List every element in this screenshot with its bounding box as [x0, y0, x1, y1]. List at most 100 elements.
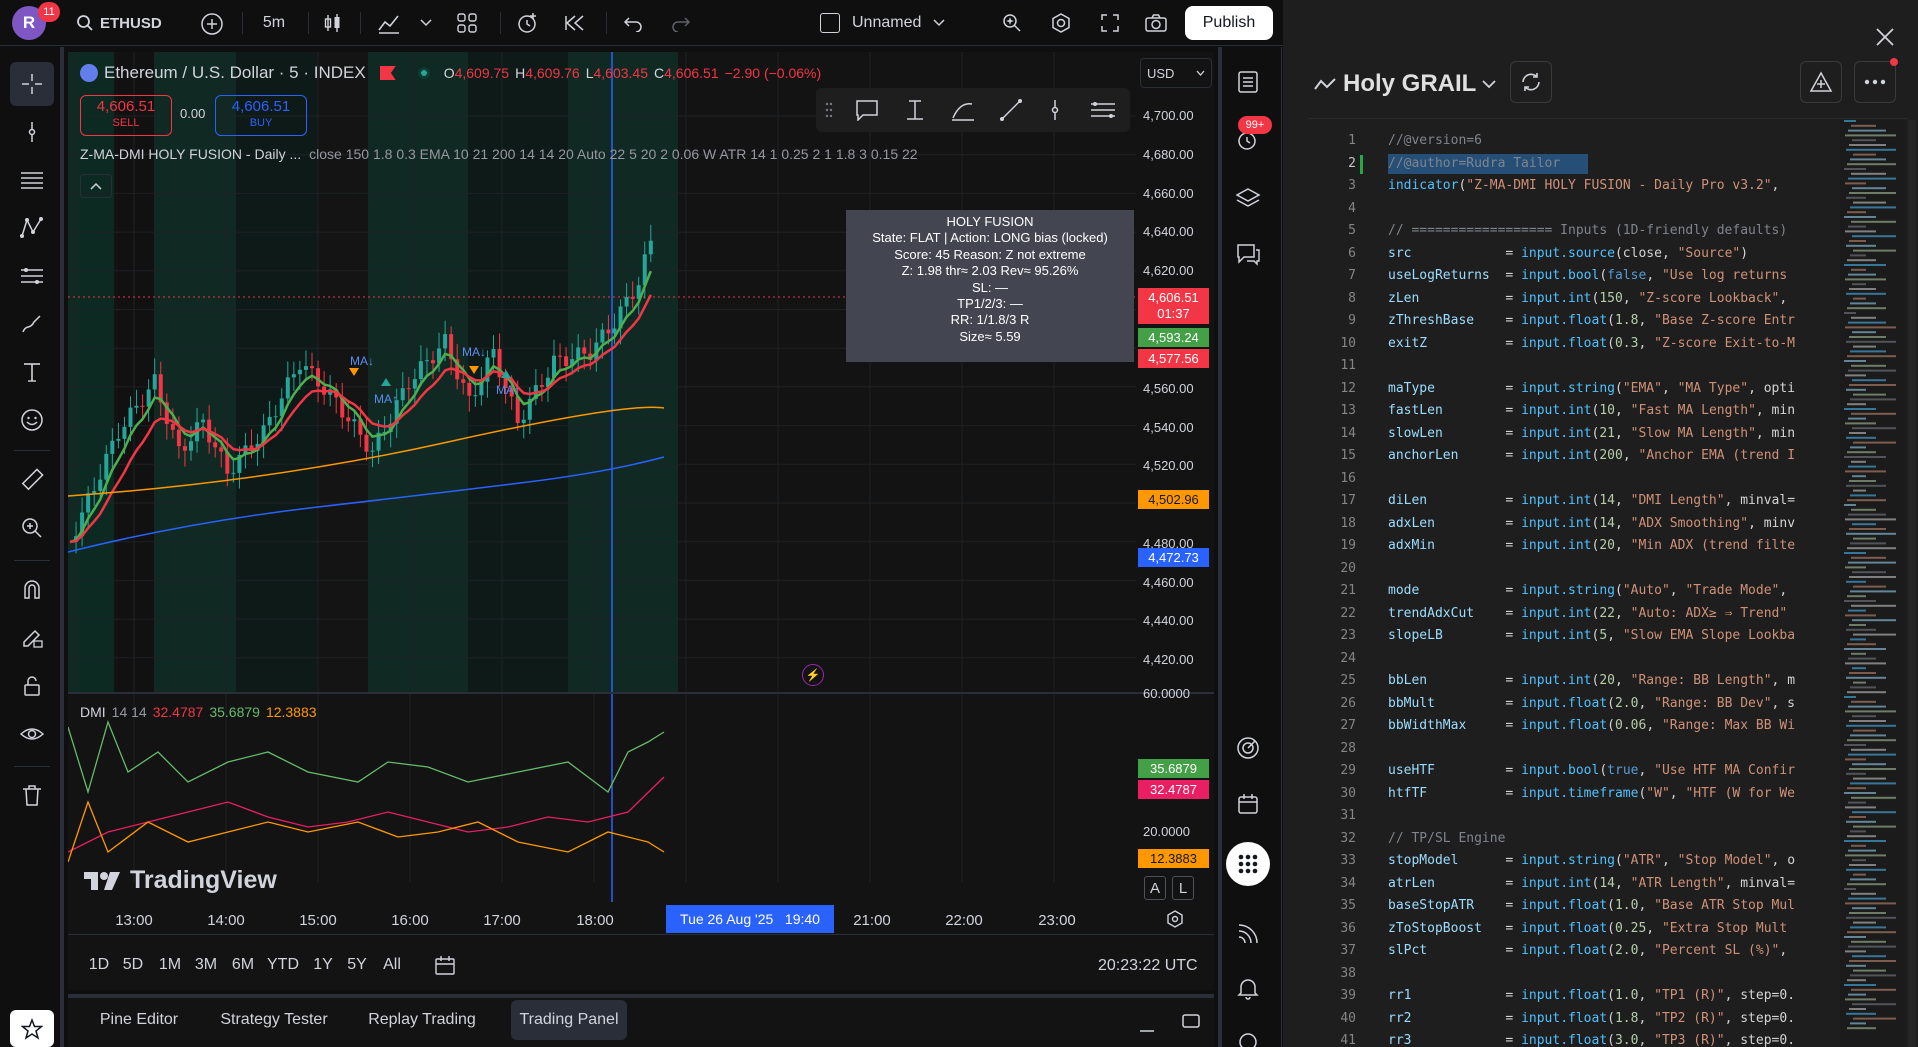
quick-search-icon[interactable]	[997, 8, 1027, 38]
indicator-legend[interactable]: Z-MA-DMI HOLY FUSION - Daily ... close 1…	[80, 146, 1060, 166]
code-line[interactable]: htfTF = input.timeframe("W", "HTF (W for…	[1388, 785, 1796, 801]
code-line[interactable]: atrLen = input.int(14, "ATR Length", min…	[1388, 875, 1796, 891]
replay-icon[interactable]	[560, 8, 590, 38]
products-grid-icon[interactable]	[1226, 842, 1270, 886]
magnet-icon[interactable]	[10, 568, 54, 612]
zoom-in-icon[interactable]	[10, 506, 54, 550]
range-button-1m[interactable]: 1M	[158, 956, 182, 973]
code-line[interactable]	[1388, 558, 1848, 581]
code-line[interactable]: zToStopBoost = input.float(0.25, "Extra …	[1388, 920, 1788, 936]
horizontal-lines-tool-icon[interactable]	[10, 158, 54, 202]
drag-handle-icon[interactable]	[822, 98, 836, 122]
code-line[interactable]	[1388, 198, 1848, 221]
lightning-event-icon[interactable]: ⚡	[802, 664, 824, 686]
range-button-5y[interactable]: 5Y	[347, 956, 367, 973]
signal-broadcast-icon[interactable]	[1226, 912, 1270, 956]
code-line[interactable]: indicator("Z-MA-DMI HOLY FUSION - Daily …	[1388, 178, 1780, 193]
crosshair-tool-icon[interactable]	[10, 62, 54, 106]
bottom-tab-replay-trading[interactable]: Replay Trading	[368, 1011, 476, 1028]
templates-grid-icon[interactable]	[452, 8, 482, 38]
trash-icon[interactable]	[10, 774, 54, 818]
code-minimap[interactable]	[1840, 120, 1906, 1047]
chevron-down-icon[interactable]	[418, 14, 434, 32]
utc-clock[interactable]: 20:23:22 UTC	[1098, 957, 1198, 974]
watchlist-icon[interactable]	[1226, 60, 1270, 104]
publish-button[interactable]: Publish	[1185, 6, 1273, 40]
range-button-5d[interactable]: 5D	[122, 956, 144, 973]
vertical-line-tool-icon[interactable]	[1040, 96, 1070, 124]
help-settings-icon[interactable]	[1226, 1020, 1270, 1047]
symbol-search-button[interactable]: ETHUSD	[76, 8, 176, 38]
data-window-layers-icon[interactable]	[1226, 176, 1270, 220]
code-line[interactable]: fastLen = input.int(10, "Fast MA Length"…	[1388, 403, 1796, 418]
notifications-bell-icon[interactable]	[1226, 966, 1270, 1010]
code-line[interactable]: mode = input.string("Auto", "Trade Mode"…	[1388, 583, 1788, 598]
alert-clock-icon[interactable]	[512, 8, 542, 38]
code-line[interactable]: zLen = input.int(150, "Z-score Lookback"…	[1388, 290, 1788, 306]
code-line[interactable]: anchorLen = input.int(200, "Anchor EMA (…	[1388, 448, 1796, 463]
chats-icon[interactable]	[1226, 232, 1270, 276]
code-line[interactable]: slPct = input.float(2.0, "Percent SL (%)…	[1388, 943, 1788, 958]
brush-tool-icon[interactable]	[10, 302, 54, 346]
camera-snapshot-icon[interactable]	[1141, 8, 1171, 38]
minimize-panel-icon[interactable]	[1134, 1012, 1160, 1038]
code-line[interactable]: trendAdxCut = input.int(22, "Auto: ADX≥ …	[1388, 605, 1788, 621]
path-tool-icon[interactable]	[948, 96, 978, 124]
code-line[interactable]: useLogReturns = input.bool(false, "Use l…	[1388, 268, 1788, 283]
favorites-star-icon[interactable]	[10, 1010, 54, 1047]
interval-button[interactable]: 5m	[254, 8, 294, 38]
code-line[interactable]: rr3 = input.float(3.0, "TP3 (R)", step=0…	[1388, 1033, 1796, 1047]
code-line[interactable]	[1388, 738, 1848, 761]
code-line[interactable]: exitZ = input.float(0.3, "Z-score Exit-t…	[1388, 335, 1796, 351]
code-line[interactable]: bbLen = input.int(20, "Range: BB Length"…	[1388, 673, 1796, 688]
collapse-legend-button[interactable]	[80, 174, 112, 198]
code-line[interactable]: src = input.source(close, "Source")	[1388, 245, 1749, 261]
redo-icon[interactable]	[666, 8, 696, 38]
undo-icon[interactable]	[618, 8, 648, 38]
range-button-6m[interactable]: 6M	[231, 956, 255, 973]
code-line[interactable]	[1388, 805, 1848, 828]
range-button-1d[interactable]: 1D	[88, 956, 110, 973]
currency-select[interactable]: USD	[1140, 58, 1212, 88]
lock-drawings-edit-icon[interactable]	[10, 616, 54, 660]
script-title-button[interactable]: Holy GRAIL	[1313, 66, 1503, 102]
code-line[interactable]: zThreshBase = input.float(1.8, "Base Z-s…	[1388, 313, 1796, 328]
parallel-channel-tool-icon[interactable]	[1086, 96, 1120, 124]
sell-button[interactable]: 4,606.51 SELL	[80, 95, 172, 136]
bottom-tab-trading-panel[interactable]: Trading Panel	[511, 1000, 627, 1040]
code-line[interactable]: slopeLB = input.int(5, "Slow EMA Slope L…	[1388, 628, 1796, 643]
refresh-script-icon[interactable]	[1510, 61, 1552, 103]
code-line[interactable]: // TP/SL Engine	[1388, 830, 1506, 846]
code-line[interactable]	[1388, 963, 1848, 986]
symbol-title[interactable]: Ethereum / U.S. Dollar · 5 · INDEX	[104, 63, 366, 82]
code-line[interactable]: // ================== Inputs (1D-friendl…	[1388, 223, 1788, 238]
fullscreen-icon[interactable]	[1095, 8, 1125, 38]
layout-button[interactable]: Unnamed	[820, 8, 982, 38]
settings-gear-icon[interactable]	[1046, 8, 1076, 38]
code-line[interactable]: //@author=Rudra Tailor	[1388, 155, 1561, 171]
compare-add-icon[interactable]	[198, 10, 226, 38]
code-line[interactable]: adxLen = input.int(14, "ADX Smoothing", …	[1388, 515, 1796, 531]
trend-line-tool-icon[interactable]	[10, 110, 54, 154]
pane-separator[interactable]	[68, 692, 1214, 694]
indicators-icon[interactable]	[374, 8, 404, 38]
maximize-panel-icon[interactable]	[1178, 1008, 1204, 1034]
code-line[interactable]	[1388, 468, 1848, 491]
code-line[interactable]: slowLen = input.int(21, "Slow MA Length"…	[1388, 425, 1796, 441]
price-chart-canvas[interactable]: MA↓ MA↑ MA↓ MA↑	[68, 52, 1214, 932]
code-line[interactable]: bbMult = input.float(2.0, "Range: BB Dev…	[1388, 695, 1796, 711]
dmi-legend[interactable]: DMI 14 14 32.4787 35.6879 12.3883	[80, 704, 317, 720]
code-line[interactable]: rr2 = input.float(1.8, "TP2 (R)", step=0…	[1388, 1010, 1796, 1026]
code-line[interactable]: bbWidthMax = input.float(0.06, "Range: M…	[1388, 718, 1796, 733]
close-icon[interactable]	[1870, 22, 1900, 52]
code-line[interactable]: //@version=6	[1388, 133, 1482, 148]
range-button-1y[interactable]: 1Y	[313, 956, 333, 973]
code-line[interactable]: stopModel = input.string("ATR", "Stop Mo…	[1388, 853, 1796, 868]
text-tool-icon[interactable]	[10, 350, 54, 394]
screener-target-icon[interactable]	[1226, 726, 1270, 770]
flag-icon[interactable]	[379, 66, 396, 80]
editor-scrollbar[interactable]	[1908, 120, 1916, 1047]
range-button-3m[interactable]: 3M	[194, 956, 218, 973]
auto-scale-button[interactable]: A	[1144, 876, 1166, 900]
go-to-date-icon[interactable]	[430, 952, 460, 980]
